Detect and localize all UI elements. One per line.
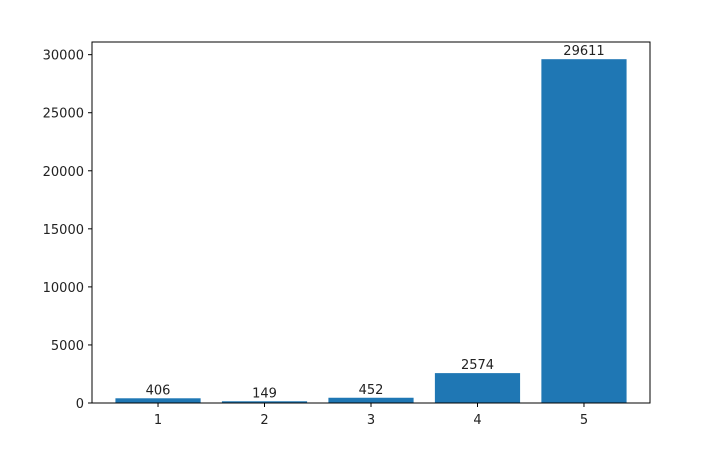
x-tick-label: 4 bbox=[473, 413, 481, 428]
value-label: 2574 bbox=[461, 358, 494, 373]
value-label: 29611 bbox=[563, 44, 604, 59]
x-tick-label: 2 bbox=[260, 413, 268, 428]
value-label: 406 bbox=[146, 383, 171, 398]
value-label: 452 bbox=[359, 383, 384, 398]
bar bbox=[115, 398, 201, 403]
bar bbox=[434, 373, 521, 403]
x-tick-label: 1 bbox=[154, 413, 162, 428]
y-tick-label: 5000 bbox=[51, 339, 84, 354]
y-tick-label: 30000 bbox=[43, 49, 84, 64]
value-label: 149 bbox=[252, 386, 277, 401]
y-tick-label: 0 bbox=[76, 397, 84, 412]
plot-frame bbox=[91, 41, 651, 404]
bar bbox=[328, 397, 414, 403]
x-tick-label: 3 bbox=[367, 413, 375, 428]
y-tick-label: 25000 bbox=[43, 107, 84, 122]
y-tick-label: 15000 bbox=[43, 223, 84, 238]
bar bbox=[541, 59, 627, 403]
bar bbox=[221, 401, 308, 403]
x-tick-label: 5 bbox=[580, 413, 588, 428]
y-tick-label: 10000 bbox=[43, 281, 84, 296]
y-tick-label: 20000 bbox=[43, 165, 84, 180]
